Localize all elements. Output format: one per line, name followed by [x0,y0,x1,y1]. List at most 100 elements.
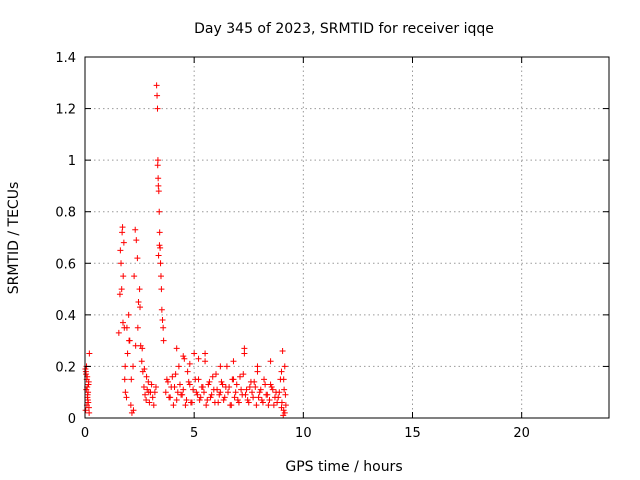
data-point [158,306,165,313]
data-point [154,105,161,112]
data-point [183,396,190,403]
data-point [206,378,213,385]
data-point [174,389,181,396]
data-point [209,373,216,380]
data-point [155,252,162,259]
data-point [249,389,256,396]
y-tick-label: 1.4 [55,51,76,66]
data-point [211,399,218,406]
data-point [266,396,273,403]
data-point [135,298,142,305]
data-point [179,391,186,398]
data-point [138,358,145,365]
data-point [269,386,276,393]
data-point [154,157,161,164]
y-tick-label: 0.6 [55,257,76,272]
data-point [265,402,272,409]
data-point [267,358,274,365]
data-point [259,399,266,406]
data-point [278,399,285,406]
data-point [151,389,158,396]
data-point [162,389,169,396]
data-point [85,381,92,388]
axis-ticks: 0 5 10 15 20 0 0.2 0.4 0.6 0.8 1 1.2 1.4 [55,51,609,441]
data-point [258,396,265,403]
data-point [192,376,199,383]
data-point [157,260,164,267]
data-point [160,337,167,344]
data-point [257,386,264,393]
data-point [262,381,269,388]
data-point [128,376,135,383]
data-point [180,386,187,393]
data-point [158,286,165,293]
data-point [156,242,163,249]
data-point [146,399,153,406]
data-point [134,324,141,331]
data-point [152,384,159,391]
data-point [150,402,157,409]
data-point [268,384,275,391]
data-point [86,409,93,416]
data-point [140,384,147,391]
data-point [83,386,90,393]
data-point [218,378,225,385]
data-point [196,396,203,403]
data-point [280,412,287,419]
data-point [193,389,200,396]
data-point [273,389,280,396]
data-point [256,389,263,396]
data-point [282,402,289,409]
data-point [214,386,221,393]
data-point [166,394,173,401]
data-point [130,363,137,370]
data-point [155,188,162,195]
x-axis-label: GPS time / hours [285,459,402,475]
x-tick-label: 20 [513,426,530,441]
data-point [280,376,287,383]
plot-frame [84,56,610,419]
data-point [280,407,287,414]
data-point [195,355,202,362]
y-tick-label: 0 [68,412,76,427]
data-point [194,391,201,398]
x-tick-label: 10 [295,426,312,441]
data-point [200,389,207,396]
data-point [191,350,198,357]
data-points [82,82,289,419]
data-point [229,376,236,383]
data-point [137,304,144,311]
data-point [275,394,282,401]
y-tick-label: 1.2 [55,103,76,118]
data-point [82,407,89,414]
data-point [234,396,241,403]
data-point [202,358,209,365]
data-point [184,368,191,375]
data-point [217,363,224,370]
data-point [182,402,189,409]
data-point [143,373,150,380]
data-point [213,371,219,378]
data-point [232,389,239,396]
data-point [208,391,215,398]
y-tick-label: 0.2 [55,360,76,375]
data-point [153,82,160,89]
data-point [267,381,274,388]
data-point [261,376,268,383]
x-tick-label: 15 [404,426,421,441]
data-point [185,378,192,385]
data-point [149,394,156,401]
data-point [117,247,124,254]
data-point [190,386,197,393]
data-point [198,384,205,391]
data-point [145,389,152,396]
data-point [222,384,229,391]
data-point [230,358,237,365]
data-point [86,350,93,357]
data-point [169,373,176,380]
data-point [240,371,247,378]
data-point [116,291,123,298]
data-point [141,366,148,373]
data-point [187,399,194,406]
